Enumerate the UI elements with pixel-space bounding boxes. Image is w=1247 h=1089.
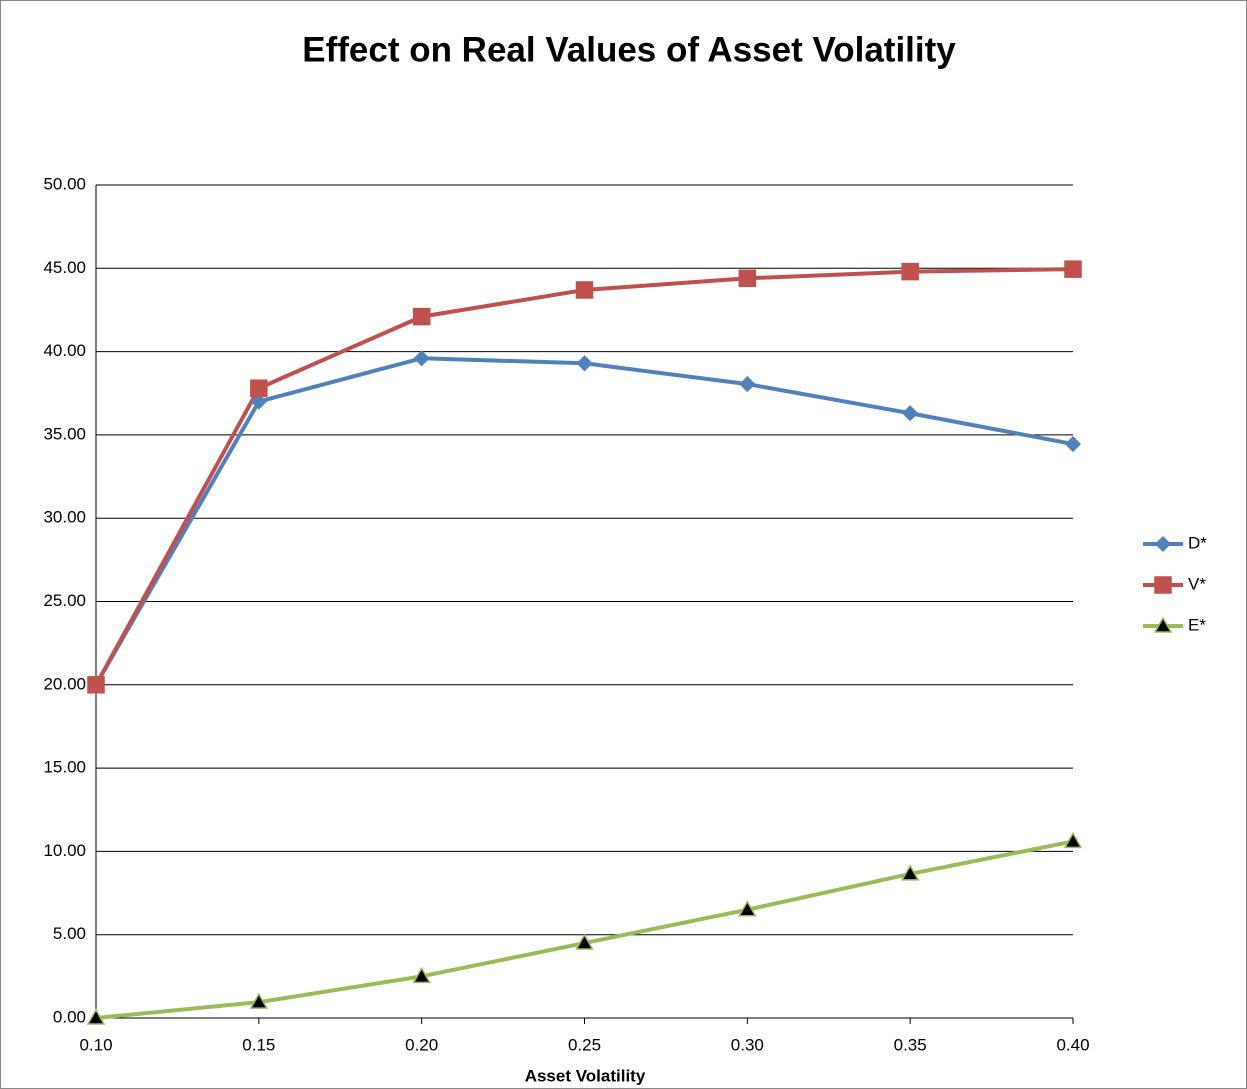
point	[1064, 436, 1082, 453]
point	[575, 281, 594, 299]
y-tick-label: 15.00	[43, 758, 86, 777]
legend-label: V*	[1188, 574, 1206, 593]
point	[249, 992, 269, 1009]
x-tick-label: 0.15	[242, 1035, 275, 1054]
legend-marker	[1154, 576, 1172, 594]
x-tick-label: 0.25	[568, 1035, 601, 1054]
point	[739, 376, 756, 393]
point	[412, 307, 431, 326]
legend-label: E*	[1188, 615, 1206, 634]
y-tick-label: 35.00	[43, 424, 86, 443]
legend-marker	[1154, 535, 1172, 553]
point	[738, 269, 757, 288]
point	[87, 676, 105, 694]
point	[412, 966, 431, 984]
y-tick-label: 0.00	[53, 1007, 86, 1026]
legend-marker	[1153, 616, 1173, 633]
y-tick-label: 40.00	[43, 341, 86, 360]
y-tick-label: 30.00	[43, 508, 86, 527]
x-tick-label: 0.35	[894, 1035, 927, 1054]
x-tick-label: 0.40	[1056, 1035, 1089, 1054]
point	[576, 355, 593, 372]
y-tick-label: 10.00	[43, 841, 86, 860]
y-tick-label: 5.00	[53, 924, 86, 943]
point	[575, 933, 594, 950]
point	[250, 393, 267, 410]
y-tick-label: 50.00	[43, 174, 86, 193]
point	[86, 1008, 106, 1025]
point	[1064, 260, 1082, 278]
point	[1063, 831, 1083, 849]
point	[250, 379, 268, 398]
chart-title: Effect on Real Values of Asset Volatilit…	[302, 30, 956, 69]
x-tick-label: 0.30	[731, 1035, 764, 1054]
y-tick-label: 25.00	[43, 591, 86, 610]
point	[900, 864, 920, 881]
point	[738, 900, 757, 917]
x-tick-label: 0.10	[79, 1035, 112, 1054]
y-tick-label: 20.00	[43, 674, 86, 693]
legend-label: D*	[1188, 533, 1207, 552]
y-tick-label: 45.00	[43, 258, 86, 277]
point	[901, 262, 919, 281]
x-axis-label: Asset Volatility	[525, 1066, 646, 1085]
x-tick-label: 0.20	[405, 1035, 438, 1054]
point	[413, 350, 430, 367]
point	[902, 405, 919, 422]
